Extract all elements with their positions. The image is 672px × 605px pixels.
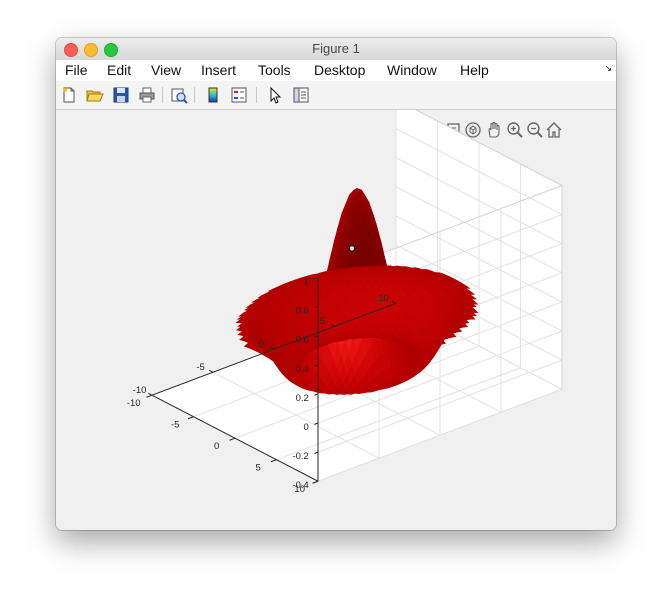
z-tick-mark xyxy=(314,306,319,309)
y-tick-mark xyxy=(146,394,153,398)
gridline-y-floor xyxy=(276,367,521,461)
surface-patch xyxy=(434,272,443,275)
save-icon[interactable] xyxy=(112,86,130,104)
x-tick-mark xyxy=(331,323,336,327)
x-tick-mark xyxy=(209,369,214,373)
x-tick-label: 10 xyxy=(378,293,389,304)
x-tick-mark xyxy=(392,300,397,304)
y-tick-label: 0 xyxy=(214,441,219,452)
menu-file[interactable]: File xyxy=(65,62,88,78)
x-tick-mark xyxy=(270,346,275,350)
z-tick-mark xyxy=(314,422,319,425)
z-tick-label: -0.4 xyxy=(292,480,308,491)
surface-patch xyxy=(375,265,383,268)
surface-patch xyxy=(324,270,333,273)
x-tick-label: 0 xyxy=(259,339,264,350)
x-tick-label: -5 xyxy=(196,362,204,373)
y-tick-label: -5 xyxy=(171,420,179,431)
z-tick-label: 0 xyxy=(304,422,309,433)
data-cursor-marker xyxy=(348,245,356,252)
print-icon[interactable] xyxy=(138,86,156,104)
pan-icon[interactable] xyxy=(485,121,503,139)
z-tick-mark xyxy=(314,393,319,396)
minimize-button[interactable] xyxy=(84,43,98,57)
dock-arrow-icon[interactable]: ↘ xyxy=(604,63,612,73)
y-tick-label: 10 xyxy=(294,484,305,495)
gridline-z-back xyxy=(317,330,563,424)
z-tick-label: 0.2 xyxy=(296,393,309,404)
axes-lines xyxy=(146,277,397,484)
property-inspector-icon[interactable] xyxy=(292,86,310,104)
z-tick-label: -0.2 xyxy=(292,451,308,462)
menu-help[interactable]: Help xyxy=(460,62,489,78)
surface-patch xyxy=(335,268,345,271)
x-tick-mark xyxy=(148,392,153,396)
z-tick-label: 0.6 xyxy=(296,335,309,346)
z-tick-mark xyxy=(314,277,319,280)
z-tick-label: 0.8 xyxy=(296,306,309,317)
zoom-out-icon[interactable] xyxy=(526,121,544,139)
legend-icon[interactable] xyxy=(230,86,248,104)
gridline-z-back xyxy=(317,388,563,482)
colorbar-icon[interactable] xyxy=(204,86,222,104)
menu-insert[interactable]: Insert xyxy=(201,62,237,78)
pointer-icon[interactable] xyxy=(266,86,284,104)
x-tick-label: -10 xyxy=(133,385,147,396)
x-axis-line xyxy=(151,302,397,396)
gridline-z-side xyxy=(395,244,563,332)
surface-patch xyxy=(354,266,365,270)
menu-bar: File Edit View Insert Tools Desktop Wind… xyxy=(56,60,616,82)
z-tick-mark xyxy=(314,364,319,367)
maximize-button[interactable] xyxy=(104,43,118,57)
surface-patch xyxy=(367,265,376,268)
menu-view[interactable]: View xyxy=(151,62,182,78)
surface-patch xyxy=(400,266,409,269)
close-button[interactable] xyxy=(64,43,78,57)
surface-patch xyxy=(410,267,419,270)
rotate-3d-icon[interactable] xyxy=(464,121,482,139)
y-tick-mark xyxy=(229,437,236,441)
z-tick-mark xyxy=(314,480,319,484)
y-tick-label: -10 xyxy=(127,398,141,409)
box-edge xyxy=(415,110,563,186)
surface-patch xyxy=(392,265,402,269)
title-bar[interactable]: Figure 1 xyxy=(56,38,616,61)
gridline-z-back xyxy=(317,359,563,453)
window-title: Figure 1 xyxy=(312,41,360,56)
toolbar-separator xyxy=(194,87,195,103)
menu-edit[interactable]: Edit xyxy=(107,62,132,78)
toolbar-separator xyxy=(162,87,163,103)
menu-desktop[interactable]: Desktop xyxy=(314,62,366,78)
surface-patch xyxy=(421,269,430,272)
figure-toolbar xyxy=(56,81,616,110)
z-tick-label: 1 xyxy=(304,276,309,287)
home-icon[interactable] xyxy=(545,121,563,139)
y-tick-mark xyxy=(187,416,194,420)
zoom-in-icon[interactable] xyxy=(506,121,524,139)
menu-window[interactable]: Window xyxy=(387,62,437,78)
y-tick-label: 5 xyxy=(256,463,261,474)
surface xyxy=(235,187,479,395)
new-figure-icon[interactable] xyxy=(60,86,78,104)
print-preview-icon[interactable] xyxy=(170,86,188,104)
y-tick-mark xyxy=(270,459,277,463)
z-tick-label: 0.4 xyxy=(296,364,309,375)
gridline-z-side xyxy=(395,128,563,216)
x-tick-label: 5 xyxy=(320,316,325,327)
open-file-icon[interactable] xyxy=(86,86,104,104)
surface-patch xyxy=(382,265,391,267)
z-tick-mark xyxy=(314,335,319,338)
gridline-z-side xyxy=(395,215,563,303)
surface-patch xyxy=(308,273,316,277)
figure-window: Figure 1 File Edit View Insert Tools Des… xyxy=(56,38,616,530)
menu-tools[interactable]: Tools xyxy=(258,62,291,78)
toolbar-separator xyxy=(256,87,257,103)
surface-patch xyxy=(348,266,357,270)
z-tick-mark xyxy=(314,451,319,454)
gridline-z-side xyxy=(395,157,563,245)
gridline-z-side xyxy=(395,186,563,274)
